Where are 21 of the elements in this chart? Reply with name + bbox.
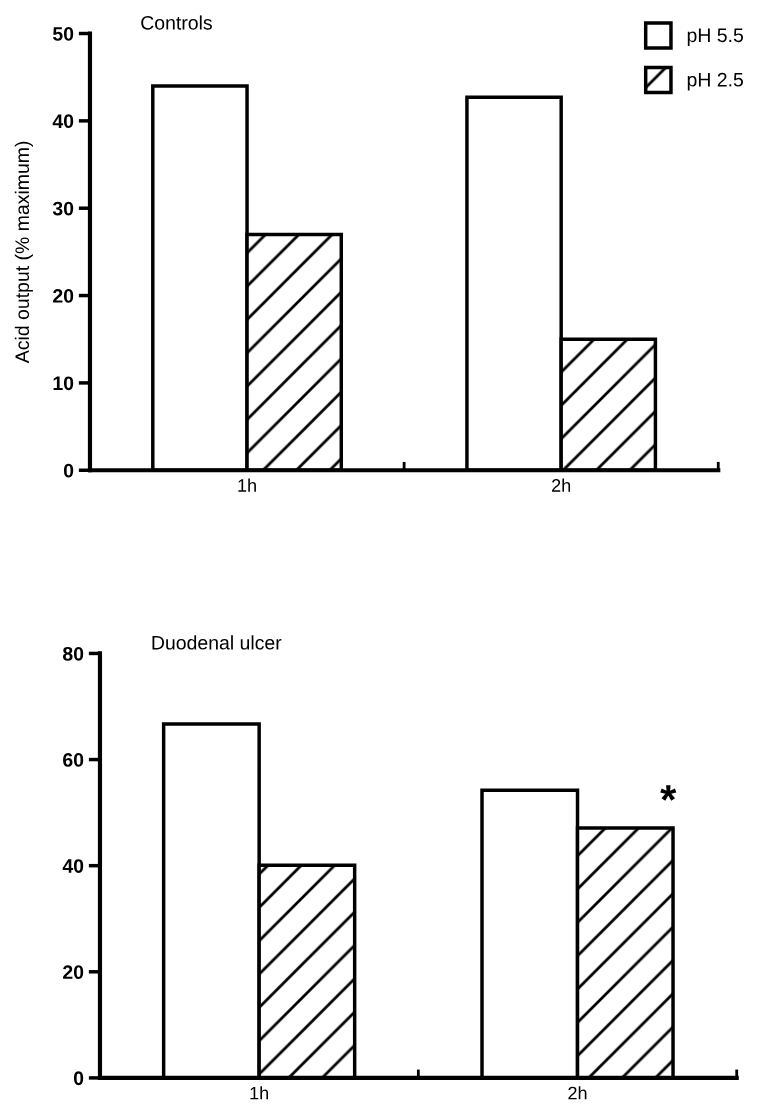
legend-label: pH 2.5	[687, 72, 743, 91]
x-tick-label: 1h	[238, 478, 256, 492]
y-tick-label: 60	[63, 753, 84, 767]
annotation: *	[660, 785, 677, 801]
y-tick-label: 80	[62, 646, 84, 661]
chart-title: Controls	[141, 15, 212, 30]
x-tick-label: 2h	[568, 1086, 587, 1100]
y-tick-label: 0	[63, 463, 74, 478]
y-tick-label: 40	[52, 114, 74, 129]
x-tick-label: 2h	[552, 478, 571, 492]
y-axis-title: Acid output (% maximum)	[14, 141, 33, 364]
y-tick-label: 30	[52, 201, 74, 216]
y-tick-label: 40	[62, 859, 84, 873]
legend-label: pH 5.5	[687, 28, 743, 46]
y-tick-label: 10	[53, 376, 74, 391]
y-tick-label: 0	[73, 1071, 84, 1086]
y-tick-label: 50	[52, 26, 74, 41]
y-tick-label: 20	[53, 289, 74, 303]
x-tick-label: 1h	[250, 1086, 269, 1100]
chart-title: Duodenal ulcer	[152, 635, 282, 650]
y-tick-label: 20	[63, 965, 84, 980]
